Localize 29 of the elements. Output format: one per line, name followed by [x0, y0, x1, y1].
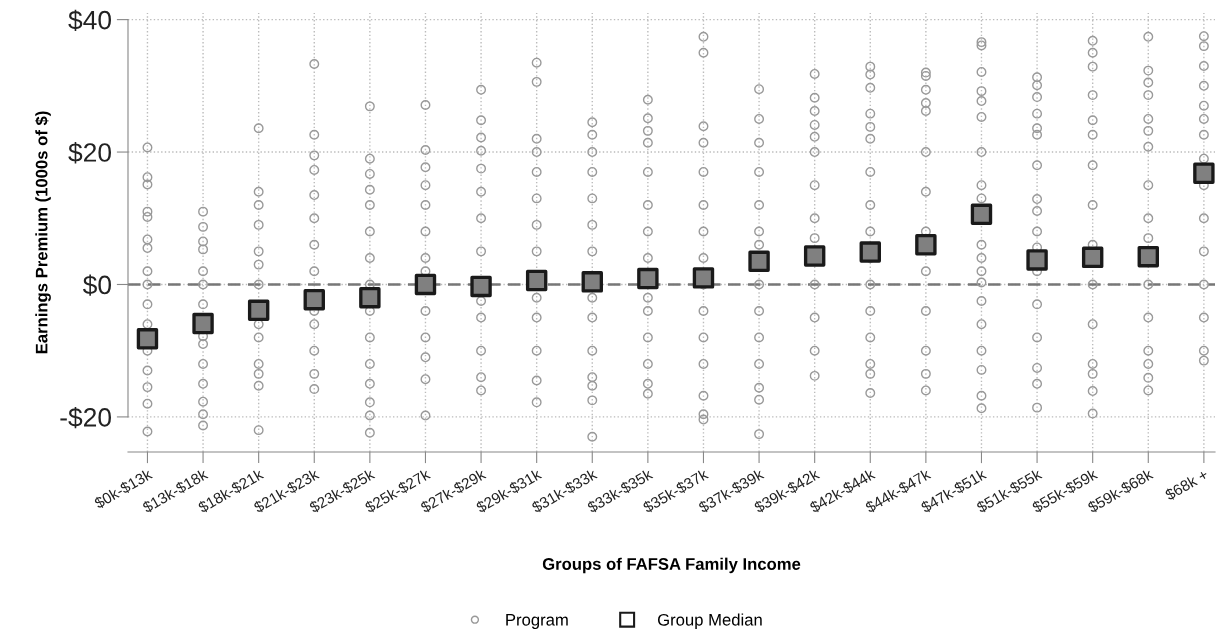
point [359, 287, 381, 309]
point [1193, 162, 1215, 184]
x-tick-label: $68k + [1163, 468, 1210, 502]
point [247, 299, 270, 322]
y-tick-label: $20 [68, 142, 111, 164]
point [414, 273, 437, 296]
point [915, 234, 937, 256]
y-axis-title: Earnings Premium (1000s of $) [34, 111, 51, 354]
point [692, 267, 715, 289]
point [803, 245, 826, 267]
point [748, 250, 770, 273]
point [637, 267, 659, 290]
x-axis-title: Groups of FAFSA Family Income [542, 557, 801, 574]
point [1081, 246, 1104, 269]
point [136, 328, 159, 350]
point [470, 275, 492, 298]
y-tick-label: -$20 [60, 406, 111, 429]
point [581, 271, 603, 293]
point [303, 288, 325, 311]
point [1026, 249, 1048, 271]
legend-label: Program [506, 614, 568, 629]
y-tick-label: $0 [82, 274, 111, 296]
y-tick-label: $40 [68, 9, 111, 32]
point [859, 241, 881, 263]
point [970, 203, 993, 226]
point [525, 269, 548, 292]
legend-label: Group Median [657, 613, 762, 629]
point [1137, 245, 1159, 268]
point [192, 312, 214, 335]
